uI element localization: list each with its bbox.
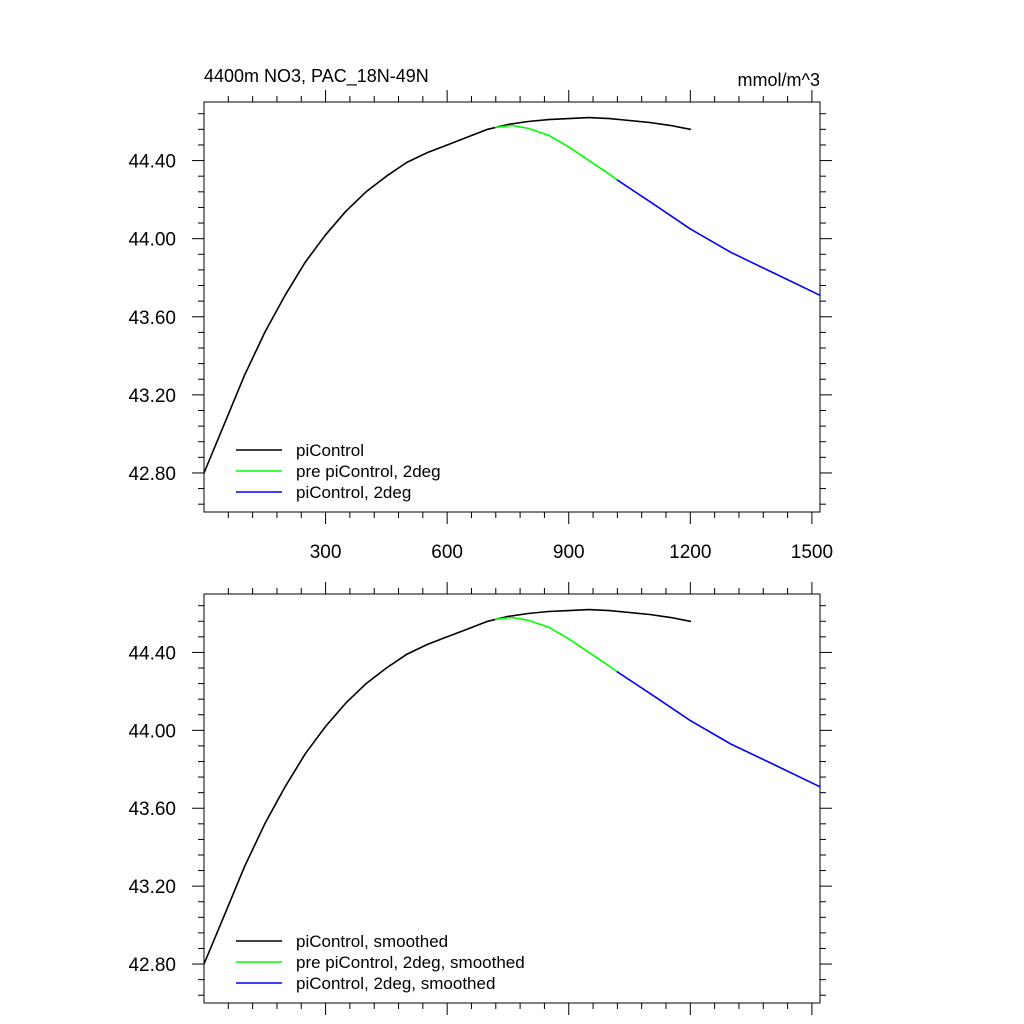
y-tick-label: 44.00 — [128, 230, 176, 251]
x-tick-label: 1500 — [791, 542, 833, 563]
bottom-panel: 42.80 43.20 43.60 44.00 44.40 piControl, smoo… — [128, 582, 832, 1015]
legend-label: pre piControl, 2deg — [296, 462, 441, 481]
y-tick-label: 42.80 — [128, 955, 176, 976]
y-tick-label: 44.00 — [128, 721, 176, 742]
legend-label: piControl, 2deg, smoothed — [296, 974, 495, 993]
legend-label: piControl, 2deg — [296, 483, 411, 502]
series-line-2 — [495, 616, 619, 673]
x-tick-label: 600 — [431, 542, 463, 563]
x-tick-label: 300 — [310, 542, 342, 563]
y-tick-label: 43.60 — [128, 799, 176, 820]
chart-title: 4400m NO3, PAC_18N-49N — [204, 66, 429, 87]
legend-label: piControl — [296, 441, 364, 460]
y-tick-label: 43.60 — [128, 308, 176, 329]
y-tick-label: 44.40 — [128, 643, 176, 664]
legend-label: pre piControl, 2deg, smoothed — [296, 953, 525, 972]
series-line-1 — [203, 608, 692, 965]
plot-frame — [203, 593, 821, 1004]
series-line-1 — [203, 116, 692, 474]
y-tick-label: 44.40 — [128, 152, 176, 173]
y-tick-label: 42.80 — [128, 464, 176, 485]
series-line-3 — [616, 671, 821, 788]
x-tick-label: 1200 — [669, 542, 711, 563]
series-line-2 — [495, 124, 619, 181]
plot-frame — [203, 101, 821, 513]
legend-label: piControl, smoothed — [296, 932, 448, 951]
top-panel: 300 600 900 1200 1500 42.80 43.20 43.60 44.00 44.… — [128, 90, 833, 563]
units-label: mmol/m^3 — [738, 70, 820, 90]
y-tick-label: 43.20 — [128, 386, 176, 407]
x-tick-label: 900 — [553, 542, 585, 563]
series-line-3 — [616, 179, 821, 297]
y-tick-label: 43.20 — [128, 877, 176, 898]
